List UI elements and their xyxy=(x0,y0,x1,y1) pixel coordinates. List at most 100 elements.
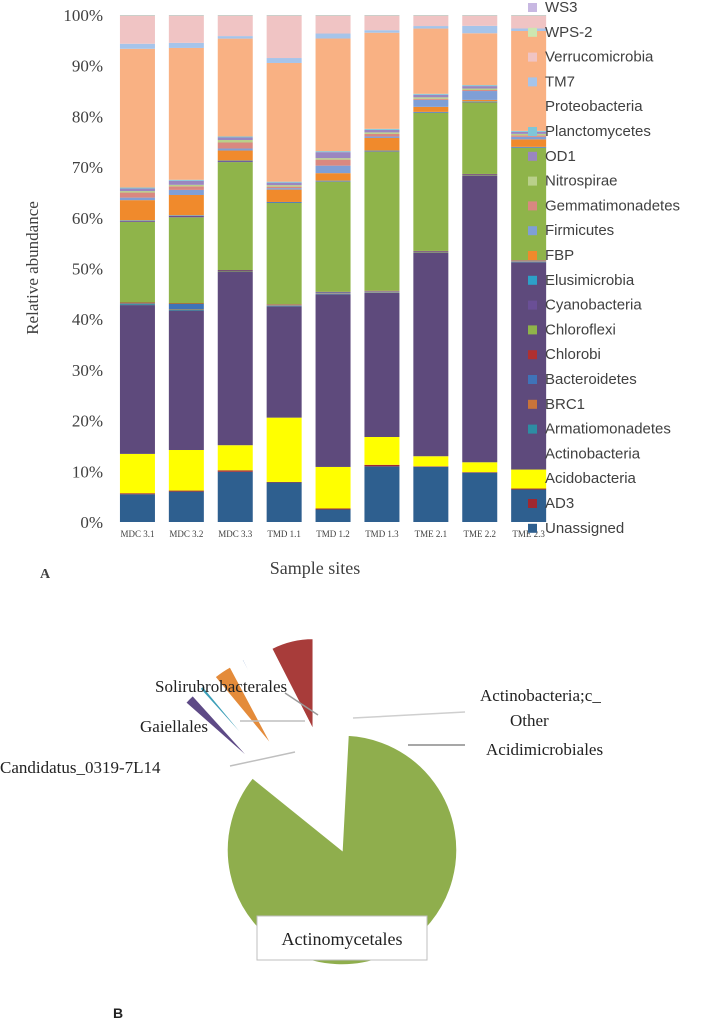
legend-swatch xyxy=(528,424,537,434)
legend-label: Planctomycetes xyxy=(545,123,651,140)
y-tick-label: 0% xyxy=(80,513,103,532)
x-axis-label: Sample sites xyxy=(270,558,361,578)
bar-segment-acidobacteria xyxy=(315,466,351,509)
legend-swatch xyxy=(528,375,537,384)
bar-segment-bacteroidetes xyxy=(364,291,400,292)
bar-segment-elusimicrobia xyxy=(315,180,351,182)
legend-label: Proteobacteria xyxy=(545,98,643,115)
bar-segment-brc1 xyxy=(217,271,253,272)
bar-segment-unassigned xyxy=(168,491,204,522)
legend-swatch xyxy=(528,251,537,260)
x-tick-label: MDC 3.1 xyxy=(120,529,154,539)
bar-segment-firmicutes xyxy=(266,188,302,190)
bar-segment-gemmatimonadetes xyxy=(364,133,400,137)
bar-segment-nitrospirae xyxy=(462,88,498,91)
bar-segment-wps-2 xyxy=(119,15,155,17)
bar-segment-ws3 xyxy=(413,15,449,16)
legend-item-brc1: BRC1 xyxy=(528,396,585,413)
bar-segment-proteobacteria xyxy=(413,28,449,94)
bar-segment-chloroflexi xyxy=(119,221,155,303)
bar-segment-gemmatimonadetes xyxy=(217,142,253,149)
slice-label-solirubrobacterales: Solirubrobacterales xyxy=(155,677,287,696)
legend-label: Verrucomicrobia xyxy=(545,49,654,66)
bar-segment-brc1 xyxy=(413,251,449,253)
bar-segment-armatiomonadetes xyxy=(364,292,400,293)
y-tick-label: 30% xyxy=(72,361,103,380)
bar-segment-firmicutes xyxy=(462,91,498,100)
pie-slices xyxy=(184,637,458,966)
legend-label: TM7 xyxy=(545,73,575,90)
bar-segment-verrucomicrobia xyxy=(266,15,302,59)
bar-segment-actinobacteria xyxy=(119,305,155,454)
legend-item-fbp: FBP xyxy=(528,247,574,264)
legend-swatch xyxy=(528,325,537,335)
bar-segment-gemmatimonadetes xyxy=(119,192,155,198)
legend-label: Actinobacteria xyxy=(545,445,641,462)
slice-label-other-line1: Actinobacteria;c_ xyxy=(480,686,601,705)
bar-segment-ad3 xyxy=(511,488,547,490)
bar-segment-elusimicrobia xyxy=(364,150,400,152)
legend-swatch xyxy=(528,474,537,484)
bar-segment-firmicutes xyxy=(315,165,351,174)
bar-segment-firmicutes xyxy=(413,99,449,107)
bar-stack-tme-2-3 xyxy=(511,15,547,522)
y-axis-ticks: 0% 10% 20% 30% 40% 50% 60% 70% 80% 90% 100% xyxy=(63,6,103,532)
bar-segment-planctomycetes xyxy=(315,151,351,153)
bar-segment-verrucomicrobia xyxy=(168,16,204,43)
bar-segment-gemmatimonadetes xyxy=(266,186,302,189)
bar-segment-chloroflexi xyxy=(168,217,204,304)
y-tick-label: 70% xyxy=(72,158,103,177)
legend-label: Armatiomonadetes xyxy=(545,421,671,438)
bar-segment-od1 xyxy=(217,137,253,140)
legend-item-wps-2: WPS-2 xyxy=(528,24,593,41)
bar-segment-nitrospirae xyxy=(119,191,155,193)
bar-segment-chlorobi xyxy=(413,250,449,252)
bar-segment-brc1 xyxy=(315,293,351,294)
pie-slice-gaiellales xyxy=(198,685,263,758)
y-tick-label: 40% xyxy=(72,310,103,329)
bar-segment-bacteroidetes xyxy=(168,303,204,310)
slice-label-actinomycetales: Actinomycetales xyxy=(282,929,403,949)
bar-segment-actinobacteria xyxy=(315,294,351,467)
bar-segment-ws3 xyxy=(364,15,400,16)
bar-segment-verrucomicrobia xyxy=(315,16,351,34)
bar-segment-gemmatimonadetes xyxy=(315,159,351,166)
bar-segment-verrucomicrobia xyxy=(119,16,155,44)
legend-swatch xyxy=(528,176,537,186)
bar-segment-ad3 xyxy=(413,466,449,467)
bar-segment-actinobacteria xyxy=(462,175,498,463)
bar-segment-fbp xyxy=(266,189,302,202)
bar-stack-tmd-1-1 xyxy=(266,15,302,522)
legend-item-planctomycetes: Planctomycetes xyxy=(528,123,651,140)
legend-swatch xyxy=(528,52,537,62)
slice-label-acidimicrobiales: Acidimicrobiales xyxy=(486,740,603,759)
legend-label: Chloroflexi xyxy=(545,321,616,338)
legend-label: AD3 xyxy=(545,495,574,512)
bar-segment-actinobacteria xyxy=(266,306,302,418)
bar-segment-fbp xyxy=(168,194,204,216)
legend-item-unassigned: Unassigned xyxy=(528,520,624,537)
legend-item-verrucomicrobia: Verrucomicrobia xyxy=(528,49,654,66)
bar-segment-tm7 xyxy=(266,58,302,63)
y-tick-label: 10% xyxy=(72,462,103,481)
legend-item-tm7: TM7 xyxy=(528,73,575,90)
legend-swatch xyxy=(528,300,537,310)
x-tick-label: TME 2.3 xyxy=(512,529,545,539)
x-tick-label: MDC 3.3 xyxy=(218,529,253,539)
bar-segment-cyanobacteria xyxy=(168,215,204,218)
bar-segment-planctomycetes xyxy=(168,179,204,181)
x-tick-label: TME 2.1 xyxy=(415,529,448,539)
bar-segment-unassigned xyxy=(462,472,498,522)
bar-segment-ad3 xyxy=(217,470,253,472)
bar-segment-verrucomicrobia xyxy=(462,15,498,26)
legend-item-proteobacteria: Proteobacteria xyxy=(528,98,643,115)
bar-segment-planctomycetes xyxy=(266,181,302,183)
legend-label: Gemmatimonadetes xyxy=(545,197,680,214)
legend-swatch xyxy=(528,77,537,87)
leader-line-solirubrobacterales xyxy=(284,692,319,716)
bar-segment-fbp xyxy=(364,137,400,151)
bar-segment-planctomycetes xyxy=(364,128,400,130)
bar-segment-od1 xyxy=(413,94,449,98)
legend-label: WPS-2 xyxy=(545,24,593,41)
bar-segment-proteobacteria xyxy=(119,48,155,188)
